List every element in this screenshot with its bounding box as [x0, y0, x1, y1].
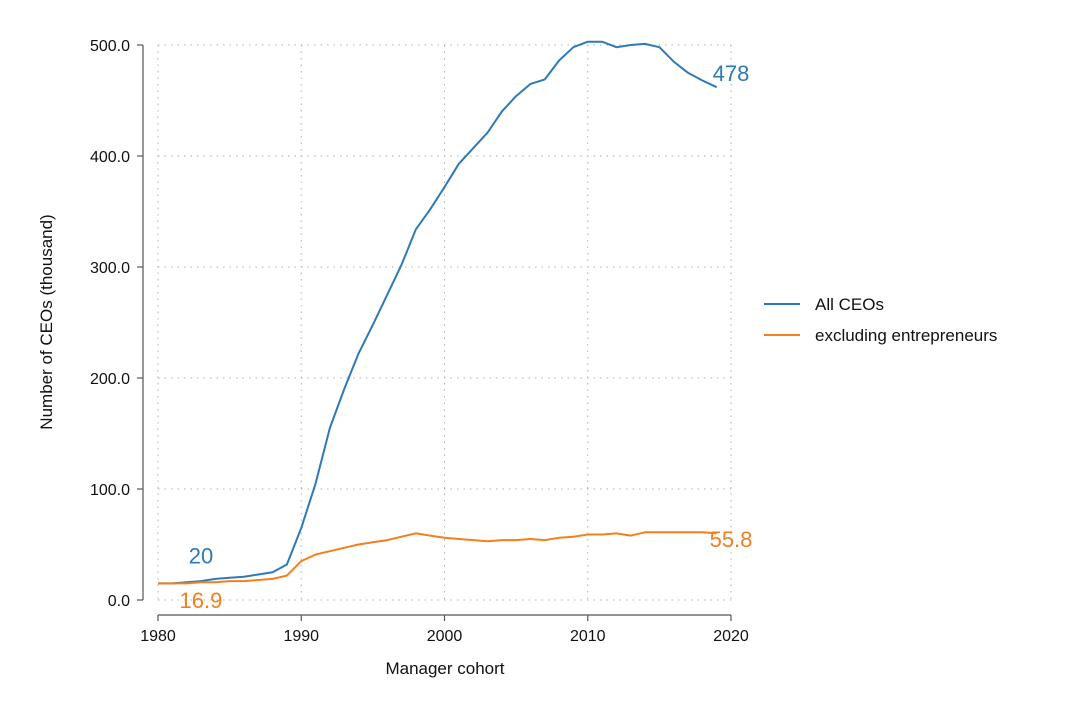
legend-label-excluding-entrepreneurs: excluding entrepreneurs: [815, 326, 997, 345]
x-tick-label: 2010: [570, 628, 606, 645]
y-tick-label: 200.0: [90, 371, 130, 388]
x-tick-label: 1980: [140, 628, 176, 645]
x-tick-label: 2000: [427, 628, 463, 645]
series-line-all-ceos: [158, 40, 718, 585]
series-line-excluding-entrepreneurs: [158, 531, 717, 585]
axes: [142, 45, 731, 616]
data-label: 478: [713, 61, 750, 86]
gridlines: [157, 44, 732, 601]
data-annotations: 20 478 16.9 55.8: [180, 61, 753, 613]
data-label: 55.8: [710, 527, 753, 552]
y-tick-label: 400.0: [90, 149, 130, 166]
data-label: 20: [189, 544, 213, 569]
y-tick-label: 500.0: [90, 38, 130, 55]
y-tick-label: 0.0: [108, 593, 130, 610]
x-axis-title: Manager cohort: [385, 659, 504, 678]
y-axis-title: Number of CEOs (thousand): [37, 214, 56, 429]
legend: All CEOs excluding entrepreneurs: [764, 295, 997, 345]
x-tick-label: 1990: [283, 628, 319, 645]
y-tick-label: 100.0: [90, 482, 130, 499]
series-lines: [158, 40, 718, 585]
y-tick-label: 300.0: [90, 260, 130, 277]
data-label: 16.9: [180, 588, 223, 613]
ticks: 0.0 100.0 200.0 300.0 400.0 500.0 1980 1990 2000…: [90, 38, 749, 645]
x-tick-label: 2020: [713, 628, 749, 645]
legend-label-all-ceos: All CEOs: [815, 295, 884, 314]
